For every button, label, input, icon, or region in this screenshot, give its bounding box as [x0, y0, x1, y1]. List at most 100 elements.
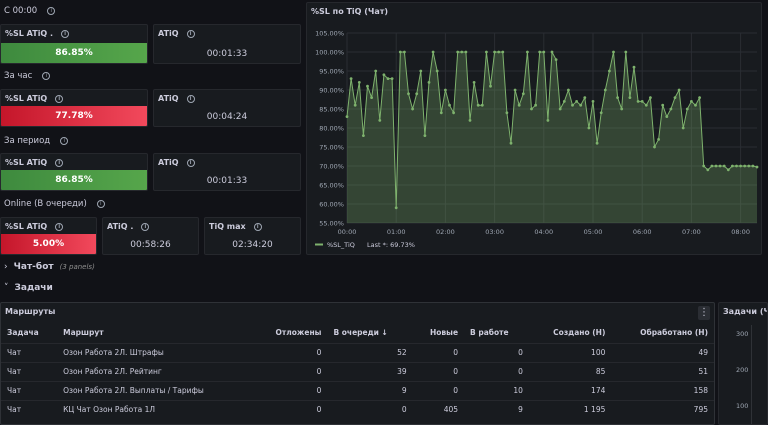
legend-label[interactable]: %SL_TiQ: [327, 241, 355, 249]
stat-panel-sl-atiq-online[interactable]: %SL ATiQ i 5.00%: [0, 217, 97, 255]
data-point[interactable]: [726, 168, 730, 172]
data-point[interactable]: [542, 50, 546, 54]
data-point[interactable]: [694, 103, 697, 107]
data-point[interactable]: [435, 69, 439, 73]
data-point[interactable]: [394, 206, 398, 210]
data-point[interactable]: [640, 100, 644, 103]
data-point[interactable]: [710, 164, 714, 168]
data-point[interactable]: [493, 50, 496, 54]
data-point[interactable]: [685, 107, 689, 111]
column-header[interactable]: Обработано (Н): [640, 328, 708, 338]
table-panel-routes[interactable]: Маршруты ⋮ Задача Маршрут Отложены В очеред…: [0, 302, 715, 425]
row-chatbot-collapsed[interactable]: › Чат-бот (3 panels): [4, 262, 95, 272]
info-icon[interactable]: i: [42, 72, 51, 80]
data-point[interactable]: [665, 115, 669, 118]
data-point[interactable]: [722, 164, 726, 168]
column-header[interactable]: В очереди ↓: [333, 328, 388, 338]
data-point[interactable]: [657, 138, 660, 141]
data-point[interactable]: [480, 103, 484, 107]
data-point[interactable]: [464, 50, 468, 54]
data-point[interactable]: [690, 100, 693, 103]
info-icon[interactable]: i: [141, 222, 150, 231]
data-point[interactable]: [702, 164, 706, 168]
info-icon[interactable]: i: [186, 94, 195, 103]
data-point[interactable]: [382, 73, 386, 77]
data-point[interactable]: [521, 92, 525, 96]
data-point[interactable]: [636, 100, 640, 103]
info-icon[interactable]: i: [55, 158, 64, 167]
stat-panel-tiq-max[interactable]: TiQ max i 02:34:20: [204, 217, 301, 255]
stat-panel-atiq-3[interactable]: ATiQ i 00:01:33: [153, 153, 301, 191]
data-point[interactable]: [583, 96, 587, 99]
data-point[interactable]: [489, 84, 492, 88]
panel-tasks-chat-partial[interactable]: Задачи (Ча 300 200 100: [718, 302, 768, 425]
stat-panel-atiq-2[interactable]: ATiQ i 00:04:24: [153, 89, 301, 127]
table-row[interactable]: Чат КЦ Чат Озон Работа 1Л 0 0 405 9 1 195 795: [1, 399, 714, 419]
data-point[interactable]: [538, 50, 542, 54]
data-point[interactable]: [575, 100, 578, 103]
data-point[interactable]: [419, 69, 423, 73]
info-icon[interactable]: i: [47, 7, 56, 15]
data-point[interactable]: [571, 103, 574, 107]
stat-panel-atiq-online[interactable]: ATiQ . i 00:58:26: [102, 217, 199, 255]
row-title-period[interactable]: За период i: [4, 136, 69, 146]
data-point[interactable]: [423, 134, 427, 138]
info-icon[interactable]: i: [55, 222, 64, 231]
data-point[interactable]: [526, 50, 529, 54]
data-point[interactable]: [608, 69, 611, 73]
data-point[interactable]: [591, 100, 595, 103]
data-point[interactable]: [714, 164, 718, 168]
column-header[interactable]: Новые: [429, 328, 459, 338]
info-icon[interactable]: i: [55, 94, 64, 103]
row-title-last-hour[interactable]: За час i: [4, 71, 51, 81]
data-point[interactable]: [620, 107, 624, 111]
data-point[interactable]: [653, 145, 656, 149]
stat-panel-atiq-1[interactable]: ATiQ i 00:01:33: [153, 24, 301, 64]
data-point[interactable]: [353, 103, 357, 107]
data-point[interactable]: [530, 107, 533, 111]
data-point[interactable]: [681, 126, 685, 130]
data-point[interactable]: [739, 164, 742, 168]
data-point[interactable]: [366, 84, 369, 88]
data-point[interactable]: [595, 141, 599, 145]
table-row[interactable]: Чат Озон Работа 2Л. Штрафы 0 52 0 0 100 49: [1, 342, 714, 362]
data-point[interactable]: [362, 134, 365, 138]
data-point[interactable]: [628, 96, 632, 99]
data-point[interactable]: [612, 50, 615, 54]
info-icon[interactable]: i: [96, 200, 105, 208]
data-point[interactable]: [505, 111, 509, 115]
data-point[interactable]: [407, 92, 410, 96]
data-point[interactable]: [755, 165, 759, 169]
row-title-since-midnight[interactable]: С 00:00 i: [4, 6, 56, 16]
data-point[interactable]: [747, 164, 751, 168]
data-point[interactable]: [567, 88, 570, 92]
data-point[interactable]: [476, 103, 480, 107]
data-point[interactable]: [661, 103, 665, 107]
data-point[interactable]: [624, 50, 628, 54]
data-point[interactable]: [603, 88, 607, 92]
data-point[interactable]: [390, 77, 394, 80]
data-point[interactable]: [743, 164, 747, 168]
data-point[interactable]: [444, 88, 447, 92]
chart-panel-sl-tiq[interactable]: %SL по TiQ (Чат) 55.00% 60.00% 65.00% 70.00…: [306, 2, 762, 255]
data-point[interactable]: [632, 65, 636, 69]
column-header[interactable]: В работе: [470, 328, 509, 338]
stat-panel-sl-atiq-1[interactable]: %SL ATiQ . i 86.85%: [0, 24, 148, 64]
data-point[interactable]: [554, 58, 558, 61]
info-icon[interactable]: i: [61, 29, 70, 38]
data-point[interactable]: [472, 81, 476, 84]
data-point[interactable]: [550, 50, 554, 54]
data-point[interactable]: [534, 103, 537, 107]
data-point[interactable]: [649, 96, 652, 99]
data-point[interactable]: [616, 96, 619, 99]
data-point[interactable]: [497, 50, 501, 54]
data-point[interactable]: [386, 77, 390, 80]
data-point[interactable]: [398, 50, 402, 54]
kebab-menu-icon[interactable]: ⋮: [698, 306, 710, 320]
column-header[interactable]: Отложены: [275, 328, 322, 338]
column-header[interactable]: Создано (Н): [553, 328, 606, 338]
data-point[interactable]: [415, 92, 419, 96]
data-point[interactable]: [370, 96, 373, 99]
data-point[interactable]: [513, 88, 517, 92]
data-point[interactable]: [345, 115, 349, 118]
